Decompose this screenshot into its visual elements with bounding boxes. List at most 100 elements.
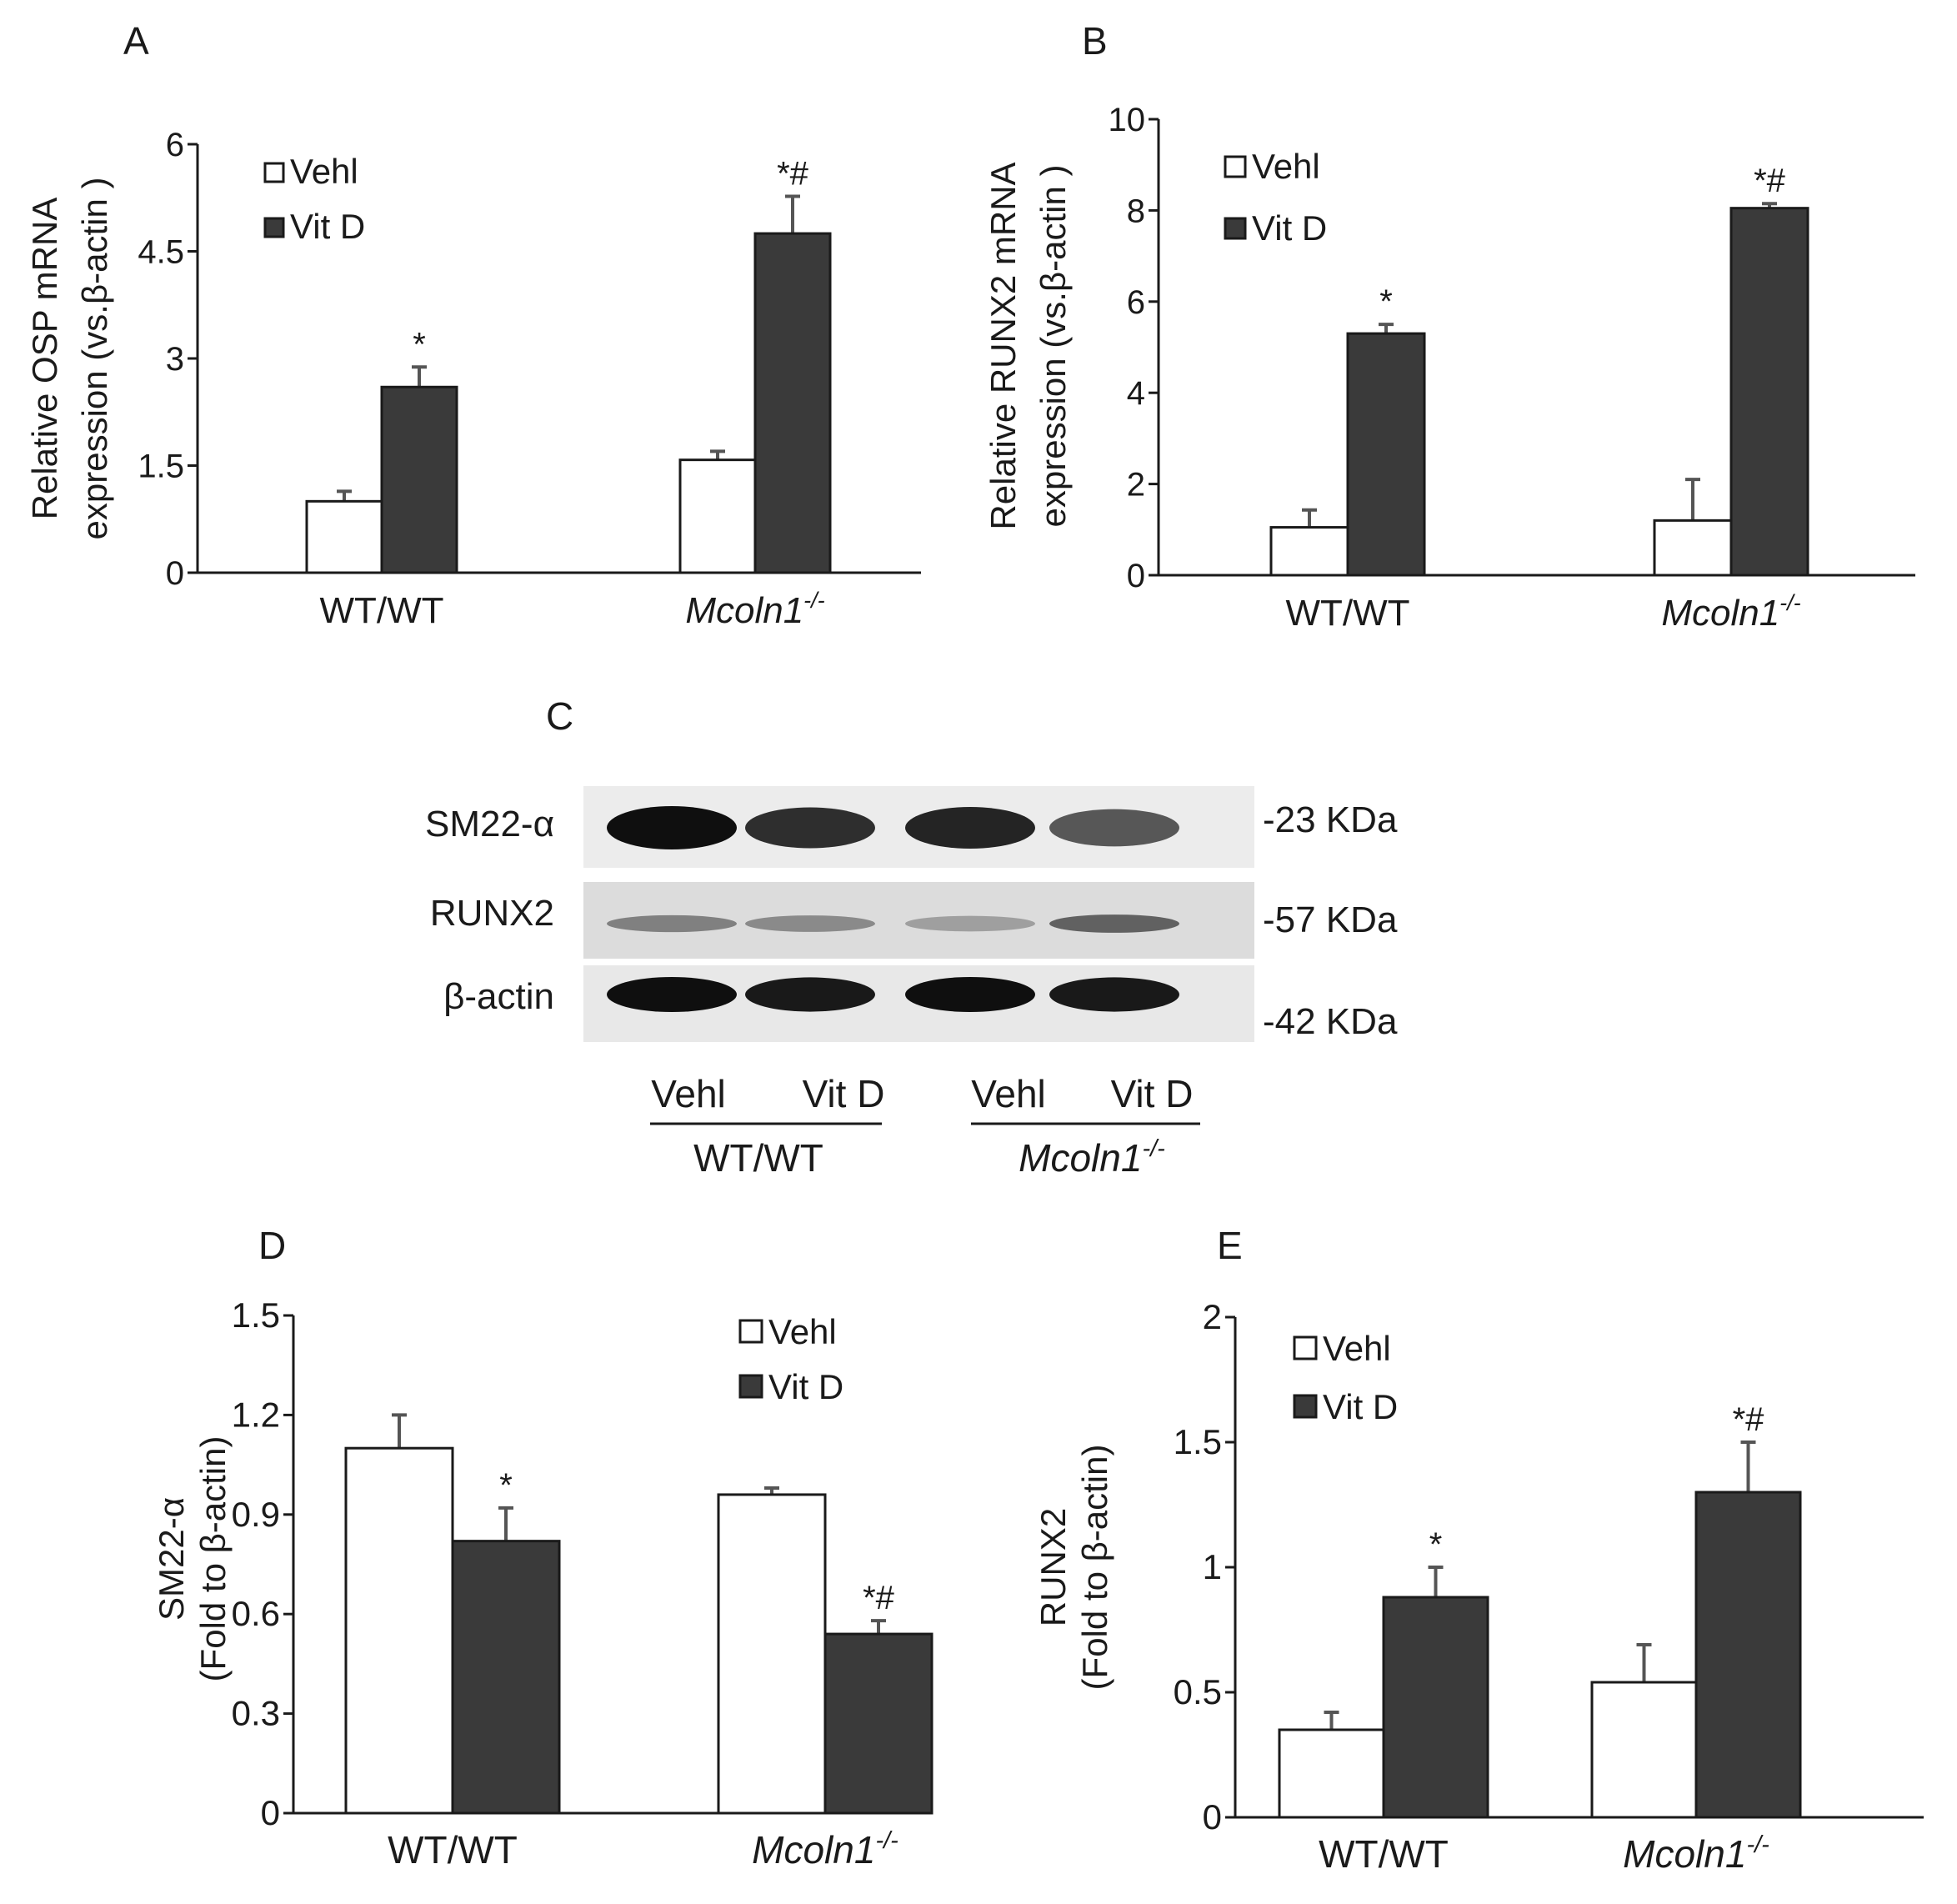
legend-swatch	[738, 1374, 763, 1399]
y-axis-label: (Fold to β-actin)	[193, 1436, 233, 1682]
y-tick-label: 0.9	[232, 1495, 280, 1534]
x-tick-label: Mcoln1-/-	[752, 1827, 898, 1871]
bar-vit-d-wt	[451, 1540, 561, 1815]
blot-band	[905, 915, 1035, 932]
y-tick-label: 1.5	[232, 1295, 280, 1335]
y-axis-label: SM22-α	[152, 1497, 191, 1621]
legend-label: Vit D	[1252, 208, 1327, 248]
bar-vit-d-mcoln1	[1729, 207, 1809, 577]
significance-mark: *	[1429, 1526, 1443, 1563]
blot-band	[745, 977, 875, 1012]
bar-vit-d-wt	[1382, 1596, 1489, 1819]
x-tick-label: Mcoln1-/-	[685, 588, 824, 631]
y-tick-label: 6	[166, 127, 184, 163]
panel-label-a: A	[123, 19, 149, 63]
y-tick-label: 4	[1127, 375, 1145, 412]
blot-row-label: β-actin	[443, 976, 554, 1017]
legend-swatch	[1293, 1394, 1318, 1419]
group-label: WT/WT	[693, 1136, 823, 1180]
y-tick-label: 1	[1203, 1547, 1222, 1586]
y-axis-label: expression (vs.β-actin )	[75, 178, 114, 540]
y-tick-label: 4.5	[138, 234, 184, 271]
legend-swatch	[1293, 1335, 1318, 1360]
blot-band	[745, 807, 875, 849]
significance-mark: *	[1379, 283, 1393, 320]
blot-size-label: -57 KDa	[1263, 899, 1398, 940]
blot-band	[1049, 977, 1179, 1012]
legend-swatch	[263, 217, 285, 238]
blot-band	[745, 915, 875, 932]
bar-vehl-wt	[344, 1446, 454, 1815]
blot-band	[905, 977, 1035, 1012]
legend-label: Vit D	[1323, 1387, 1398, 1426]
significance-mark: *	[413, 326, 426, 363]
y-tick-label: 3	[166, 341, 184, 378]
x-tick-label: Mcoln1-/-	[1661, 590, 1800, 634]
blot-band	[607, 977, 737, 1012]
lane-label: Vehl	[971, 1072, 1046, 1115]
bar-vit-d-mcoln1	[753, 232, 832, 574]
y-tick-label: 0	[261, 1793, 280, 1832]
panel-label-d: D	[258, 1224, 286, 1267]
x-tick-label: WT/WT	[319, 590, 443, 631]
lane-label: Vit D	[1111, 1072, 1194, 1115]
blot-band	[607, 806, 737, 849]
significance-mark: *	[499, 1467, 513, 1504]
bar-vit-d-wt	[380, 385, 458, 574]
legend-swatch	[263, 162, 285, 183]
panel-label-e: E	[1217, 1224, 1243, 1267]
y-axis-label: (Fold to β-actin)	[1075, 1445, 1114, 1691]
x-tick-label: WT/WT	[1319, 1832, 1449, 1876]
y-tick-label: 2	[1203, 1297, 1222, 1336]
blot-row-label: RUNX2	[430, 893, 554, 934]
y-tick-label: 1.5	[138, 448, 184, 485]
legend-label: Vehl	[1323, 1329, 1391, 1368]
legend-label: Vit D	[768, 1367, 843, 1406]
y-tick-label: 0	[166, 555, 184, 592]
y-tick-label: 10	[1109, 102, 1146, 138]
y-tick-label: 0.5	[1174, 1672, 1222, 1711]
bar-vehl-mcoln1	[1590, 1681, 1698, 1819]
group-label: Mcoln1-/-	[1019, 1135, 1165, 1180]
blot-band	[905, 807, 1035, 849]
panel-label-c: C	[546, 694, 573, 738]
bar-vehl-wt	[1269, 526, 1349, 577]
x-tick-label: WT/WT	[1285, 593, 1409, 634]
significance-mark: *#	[777, 156, 809, 193]
y-tick-label: 1.2	[232, 1395, 280, 1434]
y-axis-label: RUNX2	[1034, 1508, 1073, 1626]
panel-label-b: B	[1082, 19, 1108, 63]
chart-e-runx2-protein: 0 0.5 1 1.5 2 RUNX2 (Fold to β-actin) * WT/WT *# M…	[1034, 1297, 1924, 1876]
y-tick-label: 1.5	[1174, 1422, 1222, 1461]
legend-label: Vit D	[290, 207, 365, 246]
y-tick-label: 0	[1203, 1797, 1222, 1836]
bar-vehl-wt	[305, 499, 383, 574]
y-axis-label: expression (vs.β-actin )	[1034, 165, 1073, 528]
lane-label: Vehl	[651, 1072, 726, 1115]
chart-a-osp-mrna: 0 1.5 3 4.5 6 Relative OSP mRNA expression (vs…	[25, 127, 921, 631]
lane-label: Vit D	[803, 1072, 885, 1115]
legend-label: Vehl	[1252, 147, 1320, 186]
bar-vehl-wt	[1278, 1728, 1385, 1819]
chart-b-runx2-mrna: 0 2 4 6 8 10 Relative RUNX2 mRNA expression (vs…	[984, 102, 1915, 634]
y-tick-label: 2	[1127, 467, 1145, 504]
blot-row-label: SM22-α	[425, 804, 554, 844]
bar-vit-d-mcoln1	[1694, 1491, 1802, 1819]
bar-vehl-mcoln1	[717, 1493, 827, 1815]
significance-mark: *#	[1733, 1401, 1765, 1438]
significance-mark: *#	[863, 1580, 895, 1616]
y-tick-label: 0	[1127, 558, 1145, 594]
x-tick-label: Mcoln1-/-	[1623, 1831, 1769, 1876]
bar-vehl-mcoln1	[1653, 519, 1733, 577]
y-tick-label: 0.3	[232, 1694, 280, 1733]
bar-vehl-mcoln1	[678, 458, 757, 574]
y-tick-label: 8	[1127, 193, 1145, 229]
blot-size-label: -23 KDa	[1263, 799, 1398, 840]
blot-size-label: -42 KDa	[1263, 1001, 1398, 1042]
y-tick-label: 6	[1127, 284, 1145, 321]
bar-vit-d-mcoln1	[823, 1632, 933, 1815]
significance-mark: *#	[1754, 163, 1786, 199]
blot-band	[1049, 809, 1179, 847]
bar-vit-d-wt	[1346, 332, 1426, 577]
